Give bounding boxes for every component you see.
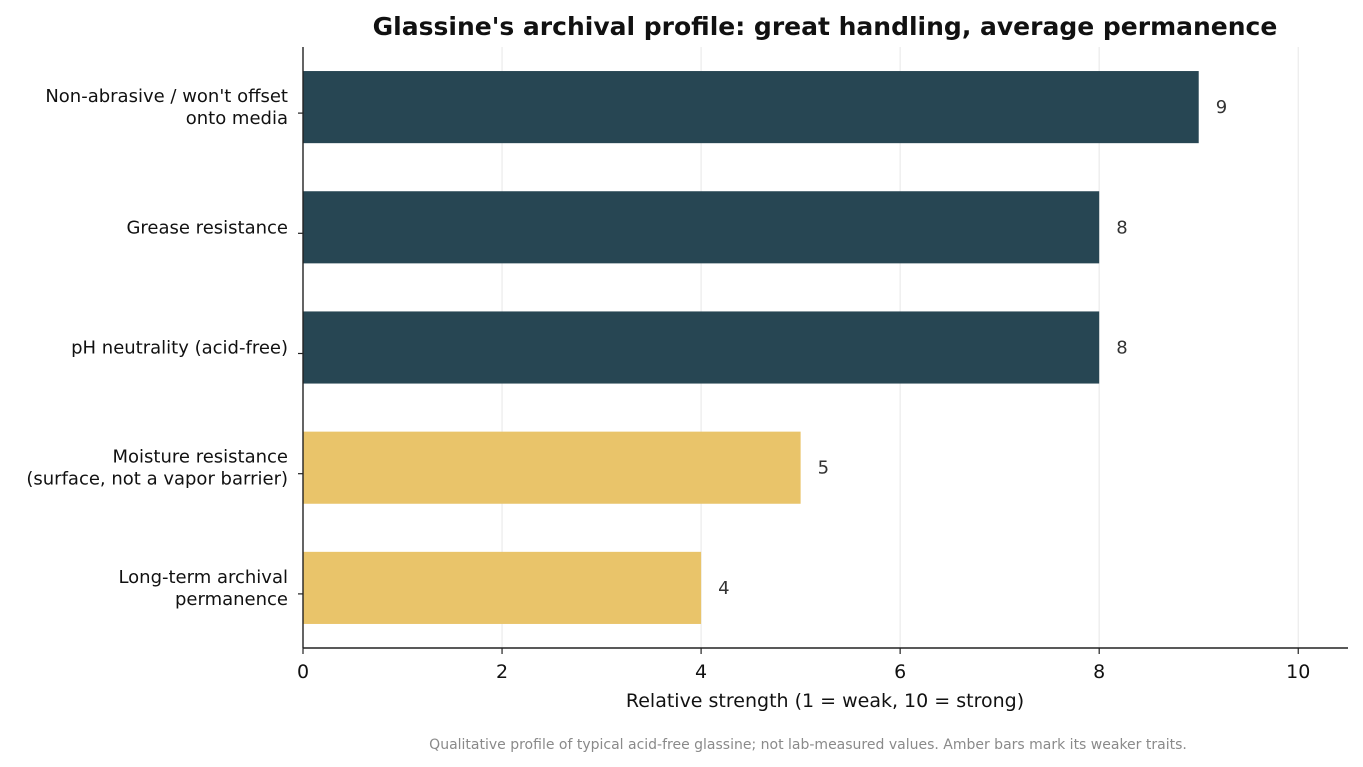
bar bbox=[303, 71, 1199, 144]
bar-value-label: 9 bbox=[1216, 97, 1227, 118]
bar-value-label: 8 bbox=[1116, 338, 1127, 359]
bar-value-label: 5 bbox=[818, 458, 829, 479]
x-tick-label: 0 bbox=[297, 661, 309, 683]
x-tick-label: 6 bbox=[894, 661, 906, 683]
category-label: (surface, not a vapor barrier) bbox=[26, 469, 288, 490]
value-labels: 9 8 8 5 4 bbox=[718, 97, 1227, 599]
axes bbox=[302, 47, 1348, 649]
category-label: Long-term archival bbox=[118, 567, 288, 588]
category-label: Moisture resistance bbox=[113, 447, 289, 468]
footnote: Qualitative profile of typical acid-free… bbox=[429, 737, 1187, 753]
bar bbox=[303, 191, 1100, 264]
bars bbox=[303, 71, 1199, 624]
bar-value-label: 8 bbox=[1116, 217, 1127, 238]
bar bbox=[303, 551, 702, 624]
x-axis-label: Relative strength (1 = weak, 10 = strong… bbox=[626, 690, 1024, 712]
x-tick-label: 4 bbox=[695, 661, 707, 683]
chart-title: Glassine's archival profile: great handl… bbox=[373, 12, 1278, 41]
bar bbox=[303, 311, 1100, 384]
bar bbox=[303, 431, 801, 504]
bar-value-label: 4 bbox=[718, 578, 729, 599]
category-label: permanence bbox=[175, 589, 288, 610]
x-tick-label: 2 bbox=[496, 661, 508, 683]
x-tick-labels: 0 2 4 6 8 10 bbox=[297, 648, 1310, 683]
category-label: pH neutrality (acid-free) bbox=[71, 338, 288, 359]
category-label: Non-abrasive / won't offset bbox=[45, 86, 288, 107]
x-tick-label: 8 bbox=[1093, 661, 1105, 683]
x-tick-label: 10 bbox=[1286, 661, 1310, 683]
category-label: Grease resistance bbox=[126, 217, 288, 238]
category-label: onto media bbox=[186, 108, 288, 129]
